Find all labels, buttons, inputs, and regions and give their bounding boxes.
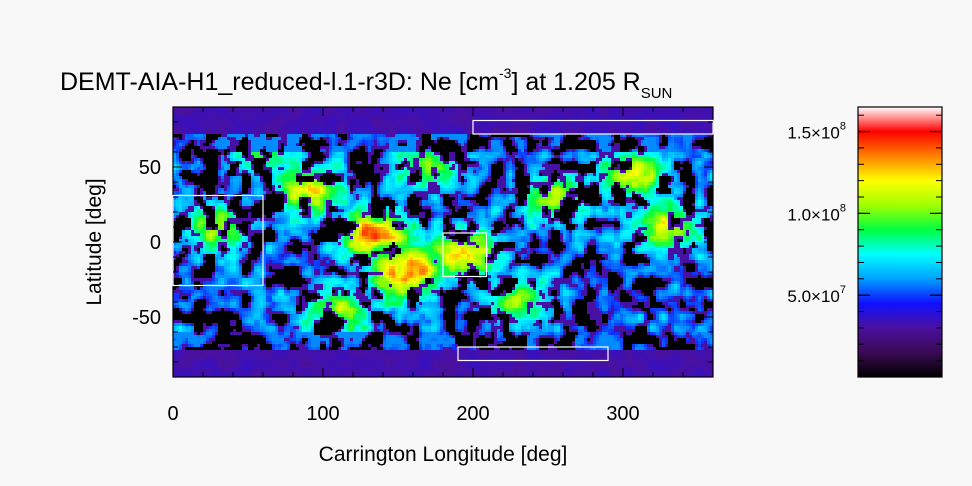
colorbar-tick-label: 1.0×108 xyxy=(787,202,846,224)
colorbar-tick-label: 1.5×108 xyxy=(787,121,846,143)
x-tick-label: 200 xyxy=(456,403,489,425)
region-boxes xyxy=(172,119,714,362)
x-tick-label: 300 xyxy=(606,403,639,425)
y-tick-label: -50 xyxy=(132,307,161,329)
chart-title: DEMT-AIA-H1_reduced-l.1-r3D: Ne [cm-3] a… xyxy=(60,65,672,102)
x-axis-ticks: 0 100 200 300 xyxy=(167,107,714,425)
colorbar: 1.5×108 1.0×108 5.0×107 xyxy=(787,106,943,378)
y-tick-label: 0 xyxy=(150,232,161,254)
density-map: 0 100 200 300 50 0 -50 xyxy=(132,106,714,425)
title-mid: ] at 1.205 R xyxy=(511,68,640,96)
region-box xyxy=(472,119,714,135)
y-axis-ticks: 50 0 -50 xyxy=(132,121,713,363)
title-main: DEMT-AIA-H1_reduced-l.1-r3D: Ne [cm xyxy=(60,68,499,96)
x-tick-label: 100 xyxy=(306,403,339,425)
x-tick-label: 0 xyxy=(167,403,178,425)
y-axis-label: Latitude [deg] xyxy=(83,178,106,305)
colorbar-tick-label: 5.0×107 xyxy=(787,284,846,306)
title-exponent: -3 xyxy=(499,65,512,81)
y-tick-label: 50 xyxy=(139,157,161,179)
x-axis-label: Carrington Longitude [deg] xyxy=(319,443,568,466)
colorbar-frame xyxy=(857,106,943,378)
colorbar-gradient xyxy=(858,107,942,377)
region-box xyxy=(442,232,488,278)
region-box xyxy=(457,346,609,362)
region-box xyxy=(172,194,264,287)
title-subscript: SUN xyxy=(641,85,673,102)
colorbar-ticks: 1.5×108 1.0×108 5.0×107 xyxy=(787,114,942,362)
